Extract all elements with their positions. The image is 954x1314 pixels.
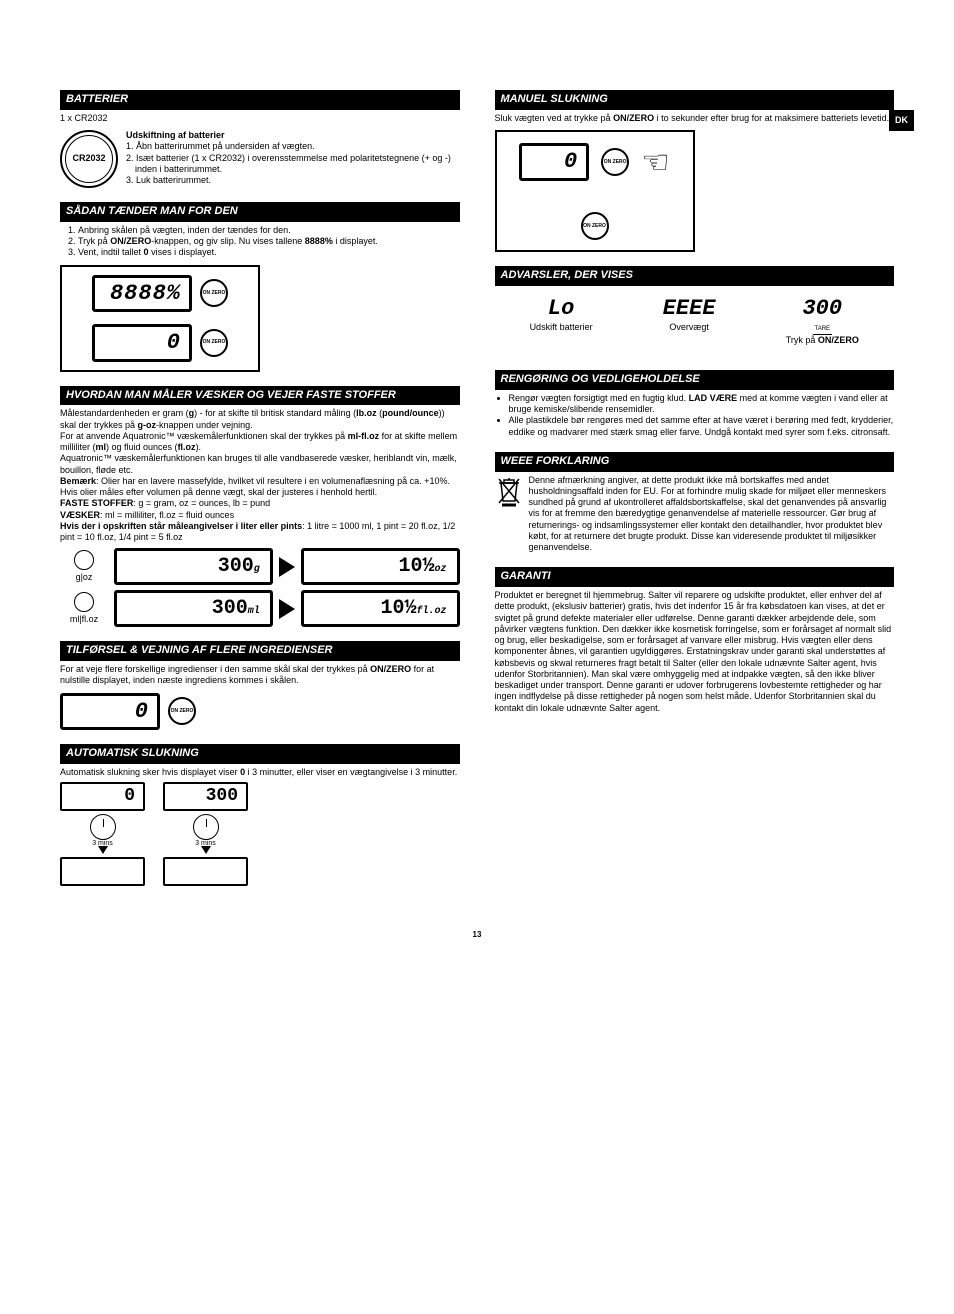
battery-icon: CR2032: [60, 130, 118, 188]
display-300g: 300g: [114, 548, 273, 585]
battery-step-3: 3. Luk batterirummet.: [126, 175, 460, 186]
arrow-down-icon: [98, 846, 108, 854]
display-300: 300: [163, 782, 248, 811]
batteries-content: 1 x CR2032 CR2032 Udskiftning af batteri…: [60, 113, 460, 188]
switch-on-step-3: Vent, indtil tallet 0 vises i displayet.: [78, 247, 460, 258]
warnings-content: Lo Udskift batterier EEEE Overvægt 300 T…: [495, 289, 895, 356]
measure-p4: Bemærk: Olier har en lavere massefylde, …: [60, 476, 460, 487]
measure-p3: Aquatronic™ væskemålerfunktionen kan bru…: [60, 453, 460, 476]
measure-p2: For at anvende Aquatronic™ væskemålerfun…: [60, 431, 460, 454]
left-column: BATTERIER 1 x CR2032 CR2032 Udskiftning …: [60, 90, 460, 900]
on-zero-icon: ON ZERO: [200, 329, 228, 357]
arrow-right-icon: [279, 557, 295, 577]
on-zero-icon: ON ZERO: [168, 697, 196, 725]
display-8888: 8888%: [92, 275, 192, 313]
measure-p7: VÆSKER: ml = milliliter, fl.oz = fluid o…: [60, 510, 460, 521]
switch-on-diagram: 8888% ON ZERO 0 ON ZERO: [60, 265, 260, 372]
switch-on-step-2: Tryk på ON/ZERO-knappen, og giv slip. Nu…: [78, 236, 460, 247]
display-0: 0: [92, 324, 192, 362]
switch-on-content: Anbring skålen på vægten, inden der tænd…: [60, 225, 460, 372]
on-zero-icon: ON ZERO: [581, 212, 609, 240]
clean-content: Rengør vægten forsigtigt med en fugtig k…: [495, 393, 895, 438]
unit-toggle-icon: g|oz: [60, 550, 108, 583]
add-weigh-p: For at veje flere forskellige ingrediens…: [60, 664, 460, 687]
unit-diagram-ml: ml|fl.oz 300ml 10½fl.oz: [60, 590, 460, 627]
manual-off-content: Sluk vægten ved at trykke på ON/ZERO i t…: [495, 113, 895, 252]
arrow-down-icon: [201, 846, 211, 854]
clean-b1: Rengør vægten forsigtigt med en fugtig k…: [509, 393, 895, 416]
on-zero-icon: ON ZERO: [601, 148, 629, 176]
display-0: 0: [519, 143, 589, 181]
weee-text: Denne afmærkning angiver, at dette produ…: [529, 475, 895, 554]
display-10floz: 10½fl.oz: [301, 590, 460, 627]
weee-header: WEEE FORKLARING: [495, 452, 895, 472]
guarantee-content: Produktet er beregnet til hjemmebrug. Sa…: [495, 590, 895, 714]
clock-icon: [193, 814, 219, 840]
auto-off-diagram: 0 3 mins 300 3 mins: [60, 782, 460, 886]
warning-eeee: EEEE Overvægt: [663, 295, 716, 334]
hand-icon: ☜: [641, 142, 670, 182]
warnings-header: ADVARSLER, DER VISES: [495, 266, 895, 286]
battery-sub-heading: Udskiftning af batterier: [126, 130, 225, 140]
guarantee-text: Produktet er beregnet til hjemmebrug. Sa…: [495, 590, 895, 714]
battery-spec: 1 x CR2032: [60, 113, 460, 124]
right-column: MANUEL SLUKNING Sluk vægten ved at trykk…: [495, 90, 895, 900]
battery-step-1: 1. Åbn batterirummet på undersiden af væ…: [126, 141, 460, 152]
clock-icon: [90, 814, 116, 840]
measure-p5: Hvis olier måles efter volumen på denne …: [60, 487, 460, 498]
display-blank: [163, 857, 248, 886]
manual-off-diagram: 0 ON ZERO ☜ ON ZERO: [495, 130, 695, 252]
unit-toggle-icon: ml|fl.oz: [60, 592, 108, 625]
unit-diagram-goz: g|oz 300g 10½oz: [60, 548, 460, 585]
measure-header: HVORDAN MAN MÅLER VÆSKER OG VEJER FASTE …: [60, 386, 460, 406]
auto-off-header: AUTOMATISK SLUKNING: [60, 744, 460, 764]
on-zero-icon: ON ZERO: [200, 279, 228, 307]
measure-p8: Hvis der i opskriften står måleangivelse…: [60, 521, 460, 544]
weee-bin-icon: [495, 475, 523, 513]
add-weigh-header: TILFØRSEL & VEJNING AF FLERE INGREDIENSE…: [60, 641, 460, 661]
switch-on-header: SÅDAN TÆNDER MAN FOR DEN: [60, 202, 460, 222]
measure-p6: FASTE STOFFER: g = gram, oz = ounces, lb…: [60, 498, 460, 509]
display-blank: [60, 857, 145, 886]
display-0: 0: [60, 782, 145, 811]
warning-300: 300 TARE Tryk på ON/ZERO: [786, 295, 859, 346]
auto-off-content: Automatisk slukning sker hvis displayet …: [60, 767, 460, 886]
clean-b2: Alle plastikdele bør rengøres med det sa…: [509, 415, 895, 438]
measure-p1: Målestandardenheden er gram (g) - for at…: [60, 408, 460, 431]
display-10oz: 10½oz: [301, 548, 460, 585]
arrow-right-icon: [279, 599, 295, 619]
guarantee-header: GARANTI: [495, 567, 895, 587]
clean-header: RENGØRING OG VEDLIGEHOLDELSE: [495, 370, 895, 390]
display-300ml: 300ml: [114, 590, 273, 627]
batteries-header: BATTERIER: [60, 90, 460, 110]
manual-off-p: Sluk vægten ved at trykke på ON/ZERO i t…: [495, 113, 895, 124]
switch-on-step-1: Anbring skålen på vægten, inden der tænd…: [78, 225, 460, 236]
weee-content: Denne afmærkning angiver, at dette produ…: [495, 475, 895, 554]
battery-step-2: 2. Isæt batterier (1 x CR2032) i overens…: [126, 153, 460, 176]
manual-off-header: MANUEL SLUKNING: [495, 90, 895, 110]
add-weigh-content: For at veje flere forskellige ingrediens…: [60, 664, 460, 730]
warning-lo: Lo Udskift batterier: [530, 295, 593, 334]
measure-content: Målestandardenheden er gram (g) - for at…: [60, 408, 460, 627]
display-0: 0: [60, 693, 160, 731]
page-columns: BATTERIER 1 x CR2032 CR2032 Udskiftning …: [60, 90, 894, 900]
page-number: 13: [60, 930, 894, 940]
auto-off-p: Automatisk slukning sker hvis displayet …: [60, 767, 460, 778]
language-tag: DK: [889, 110, 914, 131]
